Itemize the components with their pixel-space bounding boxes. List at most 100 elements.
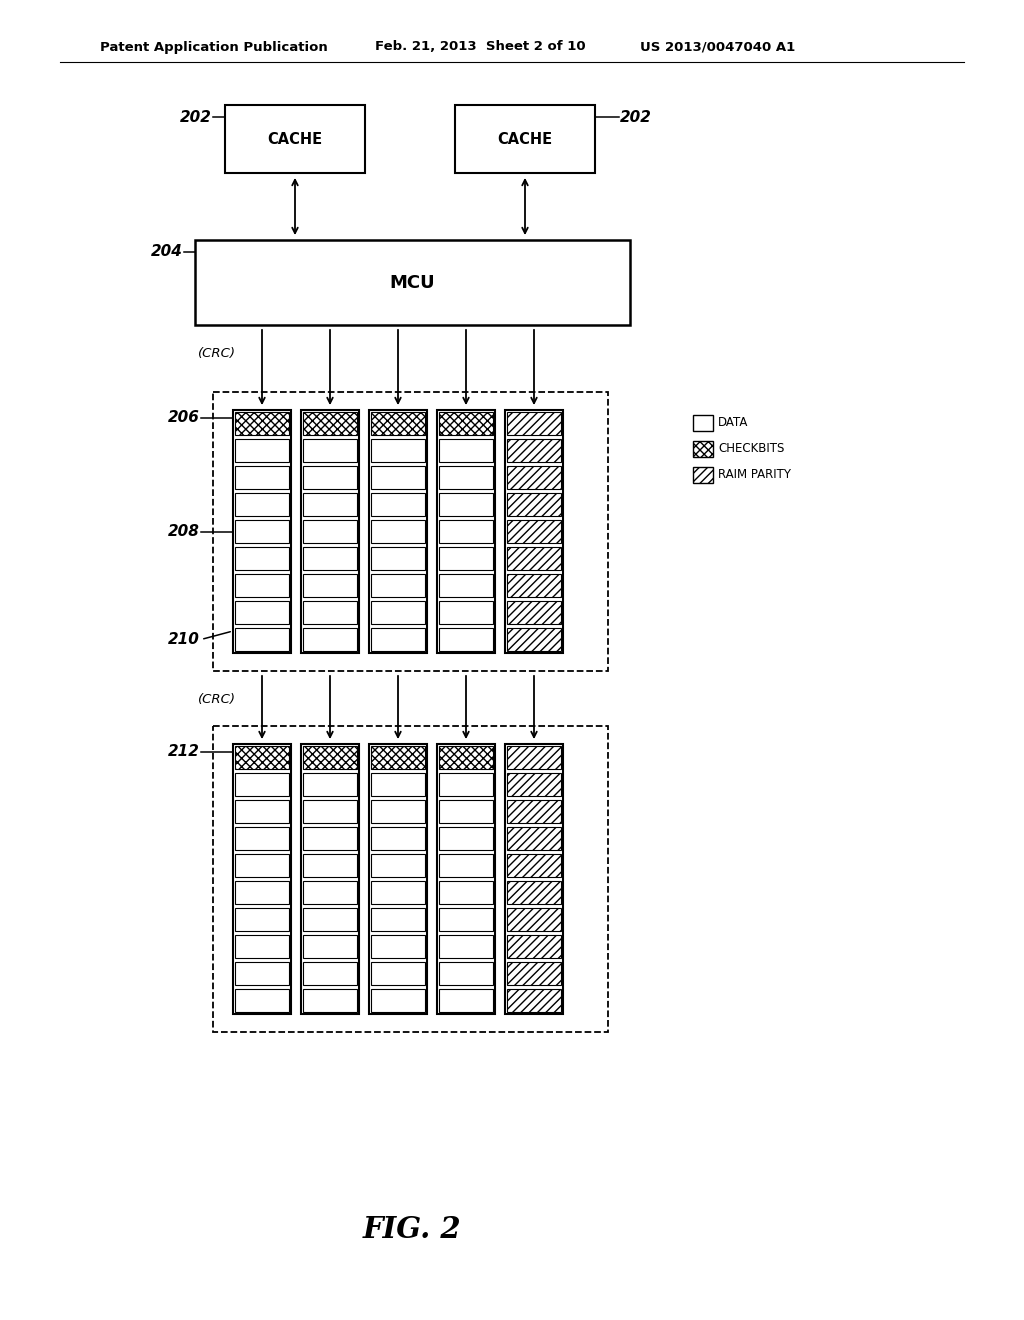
Bar	[213, 392, 608, 671]
Bar	[371, 989, 425, 1012]
Bar	[439, 440, 493, 462]
Bar	[507, 989, 561, 1012]
Text: 206: 206	[168, 411, 200, 425]
Bar	[455, 106, 595, 173]
Bar	[439, 492, 493, 516]
Bar	[439, 546, 493, 570]
Bar	[439, 828, 493, 850]
Bar	[371, 546, 425, 570]
Bar	[303, 492, 357, 516]
Bar	[371, 466, 425, 488]
Text: Feb. 21, 2013  Sheet 2 of 10: Feb. 21, 2013 Sheet 2 of 10	[375, 41, 586, 54]
Bar	[371, 628, 425, 651]
Bar	[234, 628, 289, 651]
Bar	[439, 989, 493, 1012]
Bar	[303, 989, 357, 1012]
Text: 202: 202	[180, 110, 212, 124]
Bar	[507, 492, 561, 516]
Bar	[439, 628, 493, 651]
Bar	[371, 492, 425, 516]
Bar	[507, 466, 561, 488]
Bar	[233, 411, 291, 653]
Bar	[507, 935, 561, 958]
Bar	[371, 574, 425, 597]
Text: RAIM PARITY: RAIM PARITY	[718, 469, 791, 482]
Bar	[303, 746, 357, 770]
Bar	[234, 880, 289, 904]
Text: US 2013/0047040 A1: US 2013/0047040 A1	[640, 41, 796, 54]
Bar	[303, 774, 357, 796]
Bar	[507, 880, 561, 904]
Bar	[303, 935, 357, 958]
Bar	[234, 466, 289, 488]
Bar	[507, 908, 561, 931]
Bar	[303, 440, 357, 462]
Bar	[303, 628, 357, 651]
Text: 204: 204	[152, 244, 183, 260]
Bar	[507, 854, 561, 876]
Bar	[439, 601, 493, 624]
Bar	[303, 412, 357, 436]
Bar	[195, 240, 630, 325]
Text: DATA: DATA	[718, 417, 749, 429]
Bar	[507, 520, 561, 543]
Bar	[234, 935, 289, 958]
Bar	[303, 854, 357, 876]
Bar	[234, 746, 289, 770]
Text: 208: 208	[168, 524, 200, 539]
Bar	[437, 411, 495, 653]
Bar	[437, 744, 495, 1014]
Bar	[439, 520, 493, 543]
Bar	[303, 466, 357, 488]
Bar	[301, 411, 359, 653]
Bar	[507, 440, 561, 462]
Bar	[439, 908, 493, 931]
Bar	[234, 546, 289, 570]
Bar	[507, 574, 561, 597]
Bar	[693, 414, 713, 432]
Bar	[303, 546, 357, 570]
Bar	[507, 746, 561, 770]
Bar	[371, 828, 425, 850]
Bar	[507, 828, 561, 850]
Bar	[371, 908, 425, 931]
Bar	[507, 546, 561, 570]
Bar	[303, 880, 357, 904]
Bar	[371, 601, 425, 624]
Bar	[234, 962, 289, 985]
Bar	[303, 574, 357, 597]
Bar	[371, 935, 425, 958]
Bar	[371, 774, 425, 796]
Bar	[233, 744, 291, 1014]
Bar	[371, 440, 425, 462]
Bar	[234, 520, 289, 543]
Bar	[371, 962, 425, 985]
Bar	[507, 628, 561, 651]
Bar	[507, 412, 561, 436]
Bar	[439, 774, 493, 796]
Text: Patent Application Publication: Patent Application Publication	[100, 41, 328, 54]
Bar	[371, 412, 425, 436]
Text: 210: 210	[168, 632, 200, 647]
Text: (CRC): (CRC)	[198, 693, 236, 705]
Bar	[507, 800, 561, 822]
Text: MCU: MCU	[390, 273, 435, 292]
Bar	[439, 880, 493, 904]
Bar	[439, 412, 493, 436]
Bar	[234, 800, 289, 822]
Bar	[234, 492, 289, 516]
Text: FIG. 2: FIG. 2	[362, 1216, 462, 1245]
Bar	[234, 601, 289, 624]
Bar	[234, 908, 289, 931]
Bar	[303, 800, 357, 822]
Bar	[301, 744, 359, 1014]
Bar	[439, 466, 493, 488]
Bar	[303, 962, 357, 985]
Bar	[439, 854, 493, 876]
Bar	[505, 744, 563, 1014]
Bar	[234, 412, 289, 436]
Bar	[505, 411, 563, 653]
Bar	[369, 744, 427, 1014]
Bar	[303, 908, 357, 931]
Bar	[225, 106, 365, 173]
